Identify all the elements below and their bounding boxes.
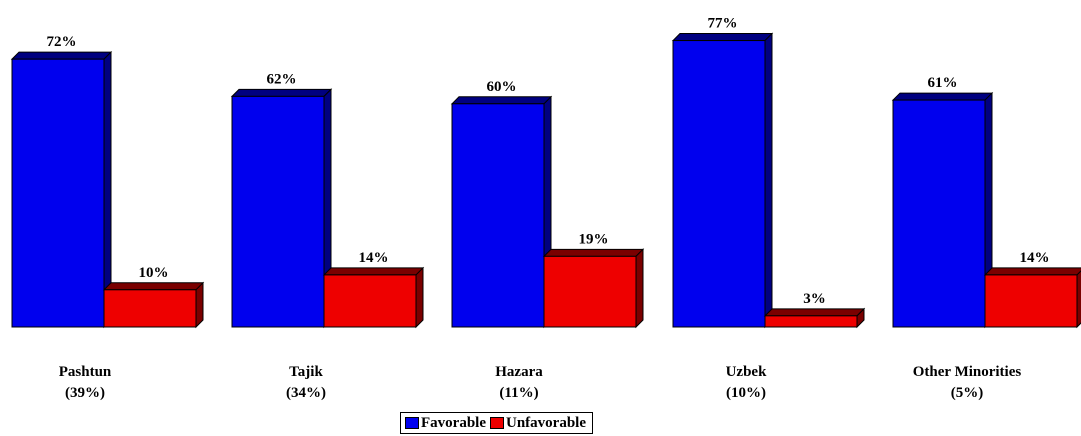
legend-label-favorable: Favorable [421,415,486,431]
data-label-favorable-2: 60% [487,79,517,95]
bar-unfavorable-2 [542,248,645,329]
bar-favorable-4 [891,91,994,329]
bar-top-face [450,96,553,105]
bar-top-face [983,267,1081,276]
category-label-pashtun: Pashtun (39%) [58,364,112,401]
data-label-favorable-0: 72% [47,34,77,50]
legend-label-unfavorable: Unfavorable [506,415,586,431]
bar-front-face [892,99,986,328]
legend-item-favorable: Favorable [405,413,486,433]
bar-top-face [322,267,425,276]
bar-favorable-2 [450,95,553,329]
bar-front-face [672,40,766,328]
bar-unfavorable-3 [763,307,866,329]
bar-favorable-0 [10,50,113,329]
data-label-favorable-1: 62% [267,71,297,87]
bar-side-face [764,32,773,329]
data-label-unfavorable-3: 3% [803,291,826,307]
category-label-hazara: Hazara (11%) [495,364,543,401]
bar-top-face [671,33,774,42]
data-label-unfavorable-1: 14% [359,250,389,266]
bar-top-face [542,248,645,257]
category-label-other-minorities: Other Minorities (5%) [912,364,1022,401]
bar-front-face [11,58,105,328]
bar-top-face [230,88,333,97]
bar-front-face [984,274,1078,328]
data-label-favorable-4: 61% [928,75,958,91]
legend-swatch-favorable [405,417,419,429]
bar-favorable-1 [230,88,333,329]
bar-front-face [543,255,637,328]
bar-top-face [891,92,994,101]
bar-side-face [1076,270,1081,329]
data-label-unfavorable-0: 10% [139,265,169,281]
bar-side-face [195,281,204,329]
category-label-uzbek: Uzbek (10%) [725,364,767,401]
bar-front-face [323,274,417,328]
data-label-favorable-3: 77% [708,16,738,32]
category-label-tajik: Tajik (34%) [286,364,326,401]
legend-swatch-unfavorable [490,417,504,429]
bar-unfavorable-4 [983,267,1081,329]
bar-unfavorable-0 [102,281,205,329]
bar-unfavorable-1 [322,266,425,329]
bar-top-face [10,51,113,60]
bar-front-face [451,103,545,328]
data-label-unfavorable-2: 19% [579,231,609,247]
legend-item-unfavorable: Unfavorable [490,413,586,433]
bar-front-face [103,289,197,328]
bar-top-face [102,282,205,291]
bar-top-face [763,308,866,317]
bar-front-face [231,95,325,328]
bar-side-face [415,266,424,329]
bar-front-face [764,315,858,328]
bar-favorable-3 [671,32,774,329]
data-label-unfavorable-4: 14% [1020,250,1050,266]
bar-side-face [635,248,644,329]
legend: Favorable Unfavorable [400,412,593,434]
